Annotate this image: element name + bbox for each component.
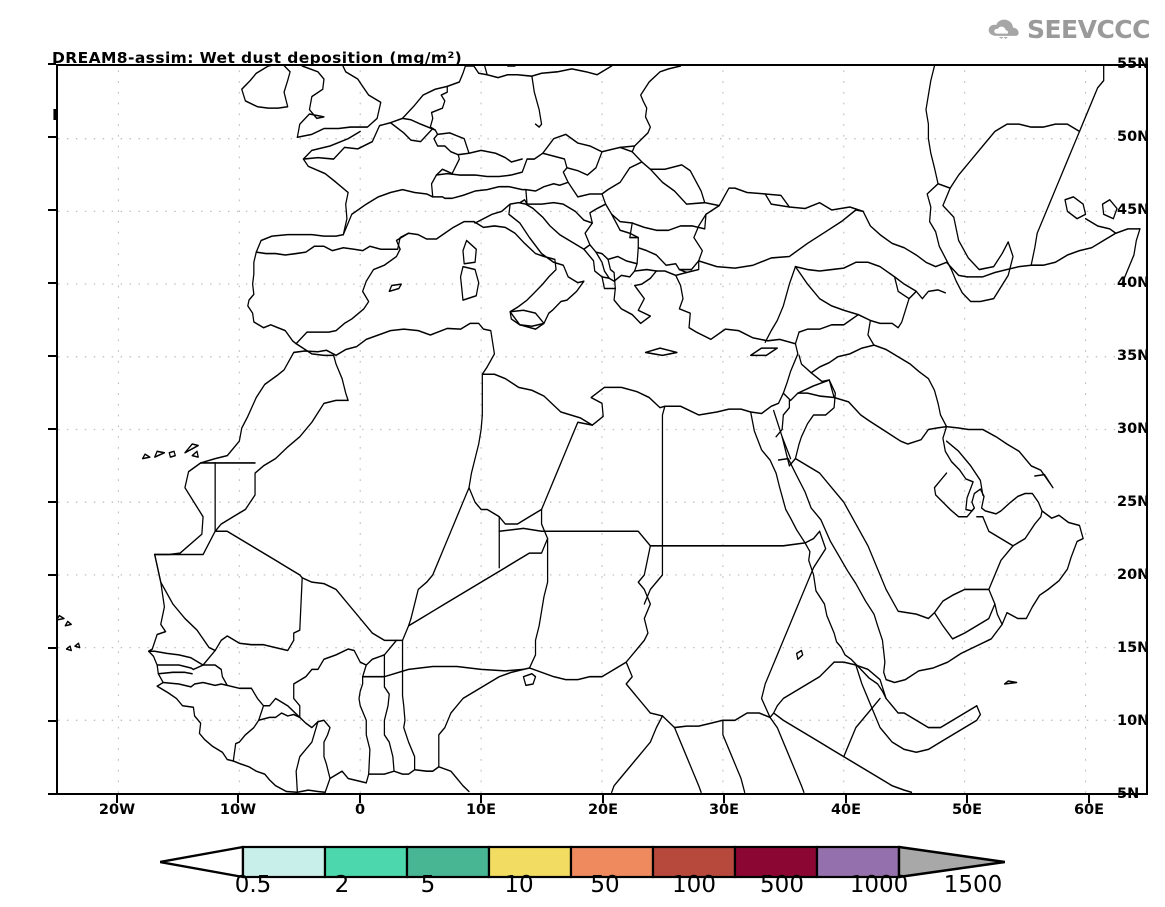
y-tick-mark [48, 209, 56, 211]
y-tick-label: 35N [1117, 348, 1150, 364]
y-tick-label: 40N [1117, 275, 1150, 291]
colorbar-canvas [160, 845, 1005, 879]
colorbar-tick-label: 100 [672, 872, 716, 898]
y-tick-mark [48, 428, 56, 430]
colorbar-tick-label: 2 [334, 872, 350, 898]
x-tick-label: 30E [708, 802, 740, 818]
colorbar-segment [815, 845, 901, 879]
seevccc-logo-text: SEEVCCC [1026, 14, 1151, 44]
y-tick-mark [48, 720, 56, 722]
y-tick-label: 25N [1117, 494, 1150, 510]
x-tick-label: 10W [219, 802, 257, 818]
colorbar-tick-label: 50 [590, 872, 620, 898]
x-tick-mark [845, 795, 847, 803]
colorbar-tick-label: 1000 [849, 872, 909, 898]
colorbar-segment [323, 845, 409, 879]
figure-title-line-1: DREAM8-assim: Wet dust deposition (mg/m²… [52, 49, 463, 67]
colorbar-tick-label: 10 [504, 872, 534, 898]
seevccc-logo: SEEVCCC [988, 12, 1151, 46]
y-tick-mark [48, 355, 56, 357]
x-tick-mark [359, 795, 361, 803]
y-tick-label: 10N [1117, 713, 1150, 729]
x-tick-label: 0 [354, 802, 366, 818]
y-tick-label: 30N [1117, 421, 1150, 437]
y-tick-mark [48, 647, 56, 649]
x-tick-label: 20E [587, 802, 619, 818]
x-tick-label: 40E [830, 802, 862, 818]
colorbar-tick-label: 5 [420, 872, 436, 898]
colorbar-extend-low [160, 845, 245, 879]
colorbar-tick-label: 1500 [943, 872, 1003, 898]
y-tick-label: 55N [1117, 56, 1150, 72]
map-coastlines [58, 66, 1141, 793]
colorbar-tick-label: 0.5 [234, 872, 272, 898]
colorbar-segment [651, 845, 737, 879]
x-tick-mark [480, 795, 482, 803]
y-tick-mark [48, 501, 56, 503]
cloud-icon [988, 19, 1019, 39]
x-tick-label: 60E [1073, 802, 1105, 818]
x-tick-mark [723, 795, 725, 803]
x-tick-label: 50E [951, 802, 983, 818]
y-tick-label: 20N [1117, 567, 1150, 583]
y-tick-label: 5N [1117, 786, 1140, 802]
colorbar [160, 845, 1005, 879]
x-tick-label: 20W [98, 802, 136, 818]
y-tick-label: 45N [1117, 202, 1150, 218]
y-tick-mark [48, 63, 56, 65]
x-tick-mark [966, 795, 968, 803]
x-tick-mark [116, 795, 118, 803]
x-tick-mark [237, 795, 239, 803]
y-tick-mark [48, 574, 56, 576]
x-tick-mark [1088, 795, 1090, 803]
y-tick-mark [48, 282, 56, 284]
y-tick-mark [48, 136, 56, 138]
y-tick-label: 15N [1117, 640, 1150, 656]
map-plot-area [56, 64, 1148, 795]
x-tick-label: 10E [465, 802, 497, 818]
colorbar-segment [733, 845, 819, 879]
colorbar-segment [405, 845, 491, 879]
y-tick-mark [48, 793, 56, 795]
y-tick-label: 50N [1117, 129, 1150, 145]
colorbar-extend-high [897, 845, 1005, 879]
x-tick-mark [602, 795, 604, 803]
colorbar-tick-label: 500 [760, 872, 804, 898]
map-canvas [58, 66, 1146, 793]
